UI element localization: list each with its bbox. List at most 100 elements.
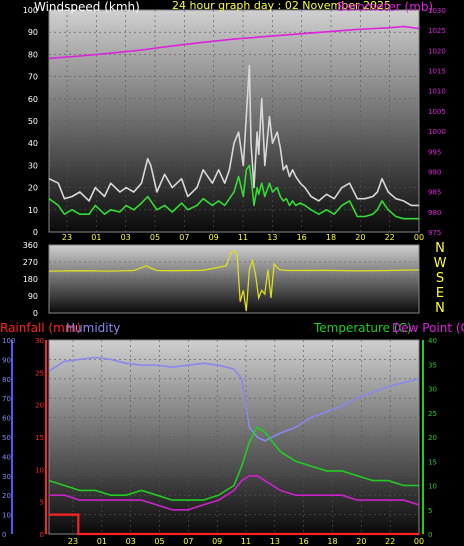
barometer-label: Barometer (mb): [337, 0, 433, 14]
y-tick-label: 5: [40, 499, 44, 507]
y-tick-label: 10: [28, 206, 38, 215]
y-tick-label: 20: [428, 434, 437, 442]
direction-line: [48, 249, 420, 312]
x-tick-label: 20: [355, 233, 365, 242]
series-lines: [48, 25, 420, 536]
y-tick-label: 30: [35, 337, 44, 345]
y-tick-label: 10: [2, 512, 11, 520]
y-tick-label: 25: [35, 369, 44, 377]
y-tick-label: 90: [28, 292, 38, 301]
y-tick-label: 1025: [428, 27, 446, 35]
y-tick-label: 80: [28, 50, 38, 59]
x-tick-label: 05: [150, 233, 160, 242]
plot-frame: [48, 9, 420, 233]
y-tick-label: 1015: [428, 68, 446, 76]
compass-letter: E: [436, 286, 444, 301]
x-tick-label: 00: [414, 233, 424, 242]
x-tick-label: 20: [356, 537, 366, 546]
humidity-line: [48, 356, 420, 442]
humidity-label: Humidity: [66, 321, 120, 335]
y-tick-label: 995: [428, 148, 441, 156]
y-tick-label: 1030: [428, 7, 446, 15]
y-tick-label: 990: [428, 168, 441, 176]
y-tick-label: 1010: [428, 88, 446, 96]
y-tick-label: 0: [428, 531, 432, 539]
y-tick-label: 50: [2, 434, 11, 442]
y-tick-label: 0: [33, 228, 38, 237]
y-tick-label: 0: [40, 531, 44, 539]
plot-frame: [48, 244, 420, 314]
y-tick-label: 25: [428, 410, 437, 418]
y-tick-label: 40: [2, 453, 11, 461]
y-tick-label: 15: [35, 434, 44, 442]
compass-letter: S: [436, 271, 444, 286]
y-tick-label: 10: [428, 483, 437, 491]
temperature-label: Temperature (C): [313, 321, 412, 335]
temperature-line: [48, 426, 419, 501]
y-tick-label: 1020: [428, 47, 446, 55]
x-tick-label: 00: [414, 537, 424, 546]
x-tick-label: 03: [121, 233, 131, 242]
y-tick-label: 35: [428, 361, 437, 369]
y-tick-label: 975: [428, 229, 441, 237]
x-tick-label: 03: [126, 537, 136, 546]
y-tick-label: 70: [2, 395, 11, 403]
dewpoint-label: Dew Point (C): [392, 321, 464, 335]
compass-letter: N: [435, 301, 445, 316]
rain-line: [49, 513, 419, 536]
wind-line: [48, 164, 419, 220]
x-tick-label: 09: [212, 537, 222, 546]
y-tick-label: 90: [2, 356, 11, 364]
grid-lines: [11, 9, 424, 535]
y-tick-label: 270: [23, 258, 38, 267]
y-tick-label: 5: [428, 507, 432, 515]
x-tick-label: 18: [327, 537, 337, 546]
y-tick-label: 60: [28, 95, 38, 104]
x-tick-label: 11: [241, 537, 251, 546]
x-tick-label: 01: [97, 537, 107, 546]
y-tick-label: 15: [428, 458, 437, 466]
y-tick-label: 0: [2, 531, 6, 539]
y-tick-label: 20: [28, 184, 38, 193]
dewpoint-line: [49, 474, 420, 511]
y-tick-label: 100: [23, 6, 38, 15]
x-tick-label: 05: [154, 537, 164, 546]
rainfall-label: Rainfall (mm): [0, 321, 81, 335]
compass-letter: N: [435, 241, 445, 256]
y-tick-label: 180: [23, 275, 38, 284]
y-tick-label: 360: [23, 241, 38, 250]
x-tick-label: 23: [68, 537, 78, 546]
x-tick-label: 16: [299, 537, 309, 546]
x-tick-label: 09: [209, 233, 219, 242]
y-tick-label: 50: [28, 117, 38, 126]
y-tick-label: 20: [35, 402, 44, 410]
y-tick-label: 60: [2, 415, 11, 423]
y-tick-label: 30: [428, 386, 437, 394]
x-tick-label: 07: [179, 233, 189, 242]
x-tick-label: 18: [326, 233, 336, 242]
x-tick-label: 13: [267, 233, 277, 242]
y-tick-label: 40: [428, 337, 437, 345]
y-tick-label: 1000: [428, 128, 446, 136]
y-tick-label: 30: [2, 473, 11, 481]
y-tick-label: 0: [33, 309, 38, 318]
y-tick-label: 30: [28, 161, 38, 170]
baro-line: [48, 25, 420, 60]
x-tick-label: 01: [91, 233, 101, 242]
x-tick-label: 22: [385, 537, 395, 546]
chart-title: 24 hour graph day : 02 November 2025: [172, 0, 391, 12]
y-tick-label: 980: [428, 209, 441, 217]
x-tick-label: 11: [238, 233, 248, 242]
compass-letter: W: [434, 256, 447, 271]
x-tick-label: 16: [297, 233, 307, 242]
wind-speed-label: Windspeed (kmh): [34, 0, 140, 14]
x-tick-label: 13: [270, 537, 280, 546]
y-tick-label: 10: [35, 466, 44, 474]
y-tick-label: 90: [28, 28, 38, 37]
x-tick-label: 23: [62, 233, 72, 242]
y-tick-label: 80: [2, 376, 11, 384]
y-tick-label: 1005: [428, 108, 446, 116]
y-tick-label: 985: [428, 189, 441, 197]
